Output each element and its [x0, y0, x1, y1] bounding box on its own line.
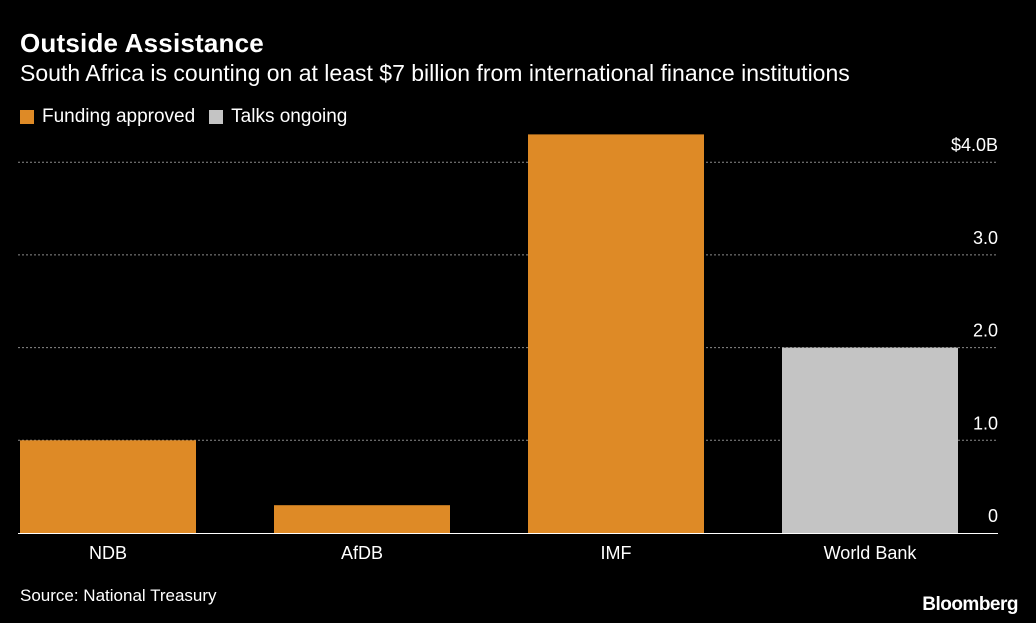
- legend-label-approved: Funding approved: [42, 106, 196, 127]
- y-tick-label: 0: [988, 506, 998, 526]
- y-tick-label: 2.0: [973, 321, 998, 341]
- bar-afdb: [274, 505, 450, 533]
- x-tick-label: World Bank: [824, 543, 918, 563]
- legend-item-ongoing: Talks ongoing: [209, 106, 347, 128]
- bar-ndb: [20, 440, 196, 533]
- chart-subtitle: South Africa is counting on at least $7 …: [20, 60, 850, 86]
- y-tick-label: 1.0: [973, 413, 998, 433]
- legend-swatch-ongoing: [209, 110, 224, 124]
- legend-swatch-approved: [20, 110, 34, 124]
- x-tick-label: NDB: [89, 543, 127, 563]
- x-tick-label: AfDB: [341, 543, 383, 563]
- source-note: Source: National Treasury: [20, 586, 217, 605]
- bar-world-bank: [782, 347, 958, 533]
- legend: Funding approved Talks ongoing: [20, 106, 361, 128]
- legend-item-approved: Funding approved: [20, 106, 195, 128]
- x-tick-label: IMF: [601, 543, 632, 563]
- bar-imf: [528, 134, 704, 533]
- legend-label-ongoing: Talks ongoing: [231, 106, 348, 127]
- chart-title: Outside Assistance: [20, 28, 264, 58]
- bloomberg-logo: Bloomberg: [922, 594, 1018, 615]
- y-tick-label: $4.0B: [951, 135, 998, 155]
- y-tick-label: 3.0: [973, 228, 998, 248]
